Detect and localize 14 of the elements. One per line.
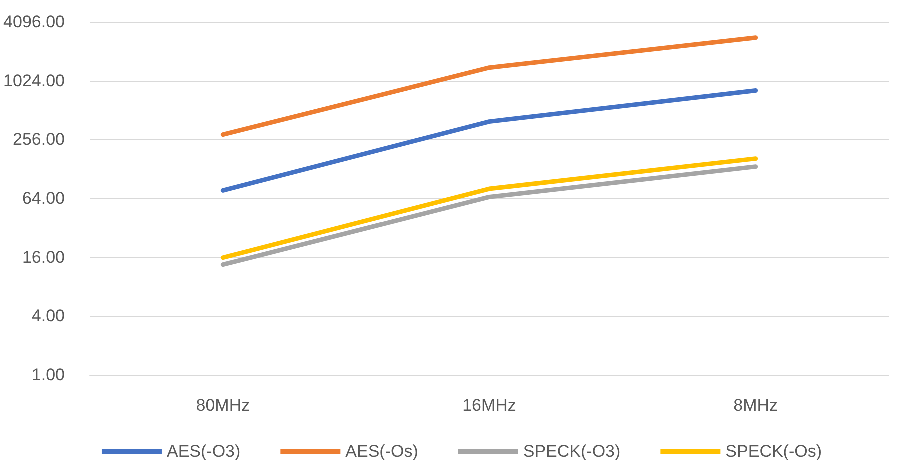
y-tick-label: 64.00 bbox=[22, 189, 65, 208]
y-tick-label: 4096.00 bbox=[4, 12, 65, 32]
y-tick-label: 256.00 bbox=[13, 130, 65, 150]
y-tick-label: 16.00 bbox=[22, 248, 65, 267]
x-tick-label: 16MHz bbox=[462, 396, 516, 415]
legend-label: AES(-Os) bbox=[346, 442, 418, 461]
legend-label: AES(-O3) bbox=[166, 442, 241, 461]
y-tick-label: 4.00 bbox=[32, 306, 65, 326]
y-tick-label: 1.00 bbox=[32, 366, 65, 384]
y-tick-label: 1024.00 bbox=[4, 71, 65, 90]
legend-label: SPECK(-O3) bbox=[523, 442, 621, 461]
legend-label: SPECK(-Os) bbox=[726, 442, 822, 461]
x-tick-label: 8MHz bbox=[734, 396, 778, 415]
x-tick-label: 80MHz bbox=[196, 396, 250, 415]
